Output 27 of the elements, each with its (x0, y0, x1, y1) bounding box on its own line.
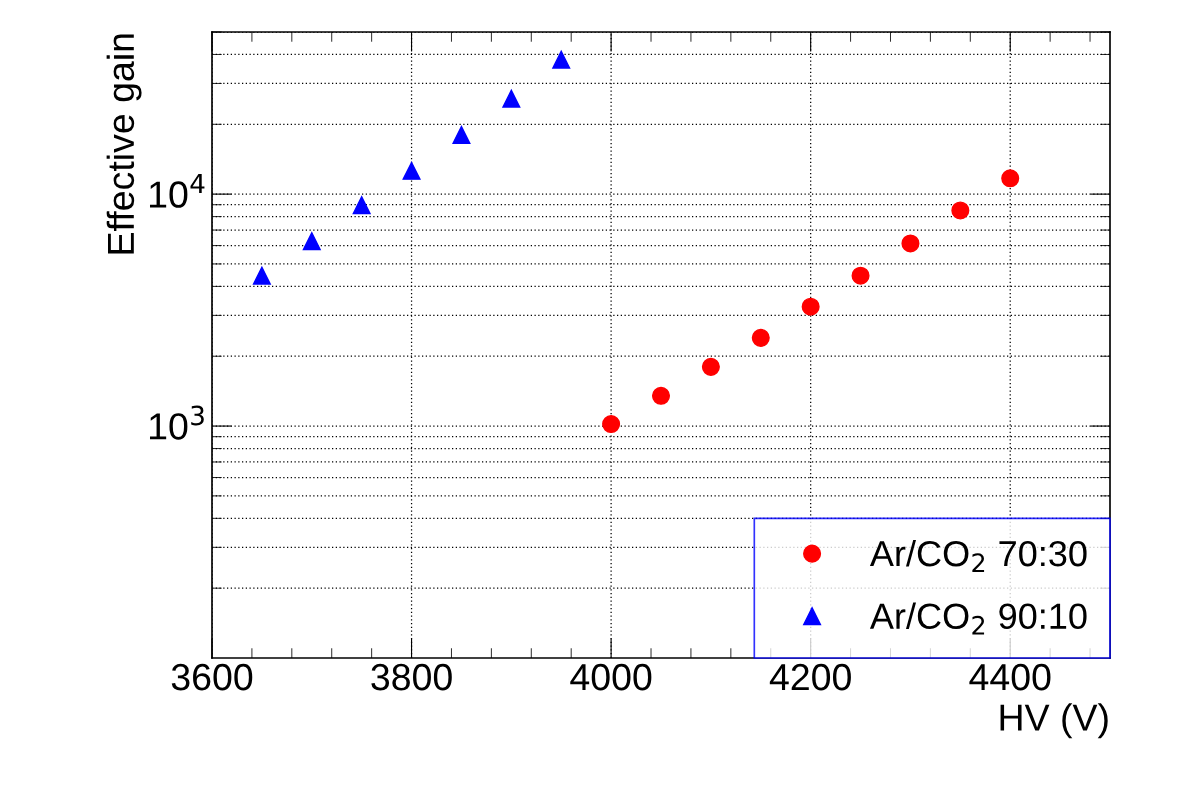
point (302, 232, 321, 251)
point (851, 266, 870, 285)
x-tick-label: 3800 (371, 663, 452, 691)
y-tick-label: 10$^{4}$ (150, 173, 205, 208)
x-tick-label: 4200 (769, 663, 851, 691)
point (452, 125, 471, 144)
y-axis-title: Effective gain (106, 34, 142, 254)
legend-label: Ar/CO$_{2}$ 90:10 (869, 602, 1087, 635)
point (552, 50, 571, 69)
point (701, 357, 720, 376)
point (352, 196, 371, 215)
point (651, 386, 671, 405)
point (402, 161, 421, 180)
point (951, 201, 970, 220)
point (252, 266, 271, 285)
x-tick-label: 3600 (171, 663, 253, 691)
point (801, 297, 820, 316)
x-tick-label: 4400 (969, 663, 1051, 691)
x-tick-label: 4000 (570, 663, 652, 691)
point (751, 328, 770, 347)
legend-label: Ar/CO$_{2}$ 70:30 (869, 539, 1087, 573)
point (502, 89, 521, 108)
point (602, 415, 621, 434)
point (901, 234, 920, 253)
y-tick-label: 10$^{3}$ (150, 405, 204, 440)
point (1001, 169, 1020, 188)
x-axis-title: HV (V) (1000, 703, 1108, 739)
